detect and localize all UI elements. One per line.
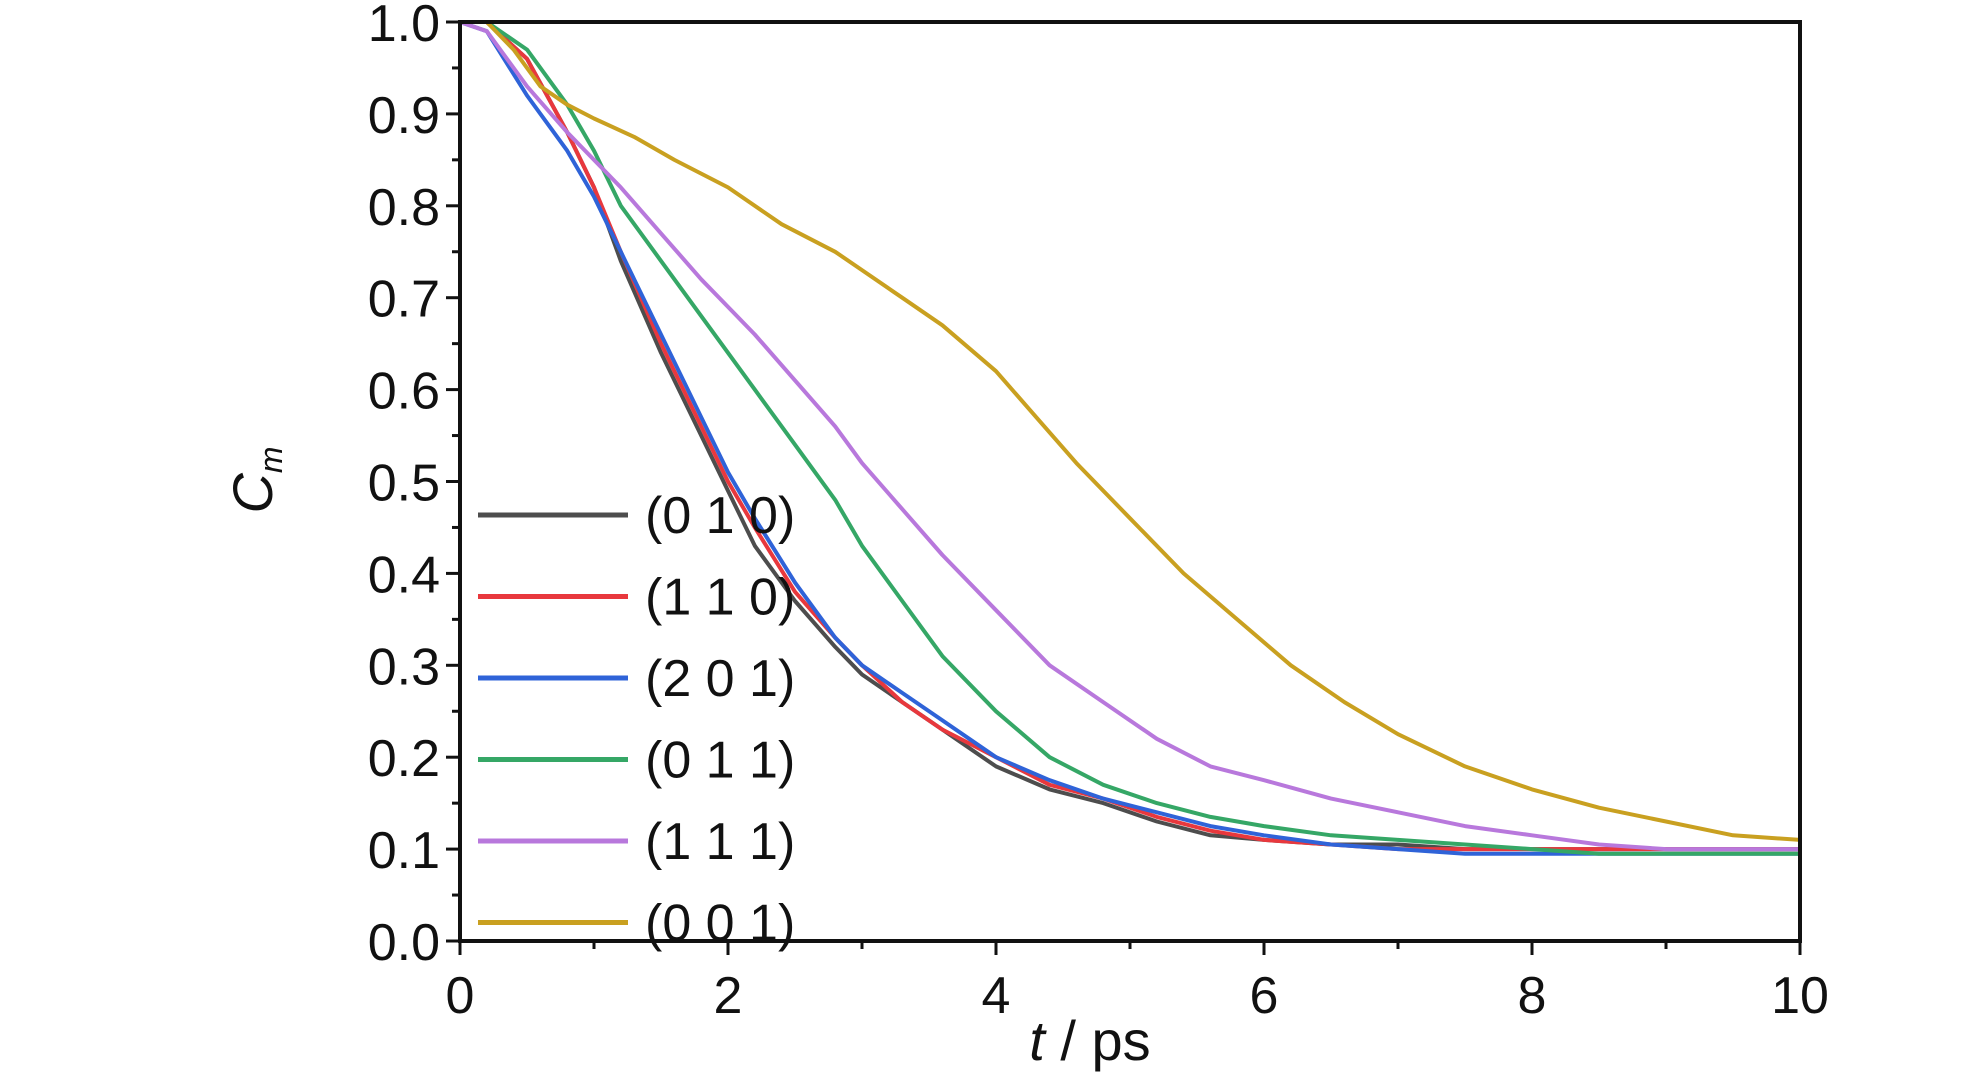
legend-label-3: (2 0 1) [645,650,795,708]
x-tick-label: 8 [1518,967,1547,1025]
series-line-1 [460,20,1800,852]
y-tick-label: 0.4 [368,546,440,604]
legend-label-4: (0 1 1) [645,732,795,790]
y-tick-label: 0.8 [368,179,440,237]
y-tick-label: 1.0 [368,0,440,53]
series-lines [459,20,1801,856]
y-tick-label: 0.5 [368,455,440,513]
y-tick-label: 0.6 [368,363,440,421]
y-tick-label: 0.0 [368,914,440,972]
legend-label-1: (0 1 0) [645,487,795,545]
series-line-5 [459,20,1800,852]
x-tick-label: 0 [446,967,475,1025]
y-tick-label: 0.7 [368,271,440,329]
y-tick-label: 0.2 [368,730,440,788]
plot-frame [458,20,1802,943]
series-line-4 [460,20,1800,856]
series-line-2 [460,20,1800,852]
x-tick-label: 4 [982,967,1011,1025]
series-line-3 [459,20,1800,856]
x-axis-label-rest: / ps [1045,1009,1151,1072]
x-tick-label: 6 [1250,967,1279,1025]
y-tick-label: 0.3 [368,638,440,696]
y-tick-label: 0.9 [368,87,440,145]
legend: (0 1 0) (1 1 0) (2 0 1) (0 1 1) (1 1 1) (0 0 … [478,487,795,953]
x-tick-label: 10 [1771,967,1829,1025]
y-axis-label-main: C [221,473,284,514]
series-line-6 [460,20,1801,842]
legend-label-6: (0 0 1) [645,895,795,953]
x-axis-label-italic: t [1029,1009,1047,1072]
y-axis-label: Cm [221,446,289,513]
y-tick-label: 0.1 [368,822,440,880]
y-axis-label-subscript: m [253,446,289,473]
x-axis-label: t / ps [1029,1009,1150,1072]
axis-ticks: 0 2 4 6 8 10 0.0 0.1 0.2 0.3 0.4 0.5 0.6 0.7 0.8 0.9 1.0 [368,0,1829,1025]
legend-label-5: (1 1 1) [645,813,795,871]
legend-label-2: (1 1 0) [645,569,795,627]
x-tick-label: 2 [714,967,743,1025]
